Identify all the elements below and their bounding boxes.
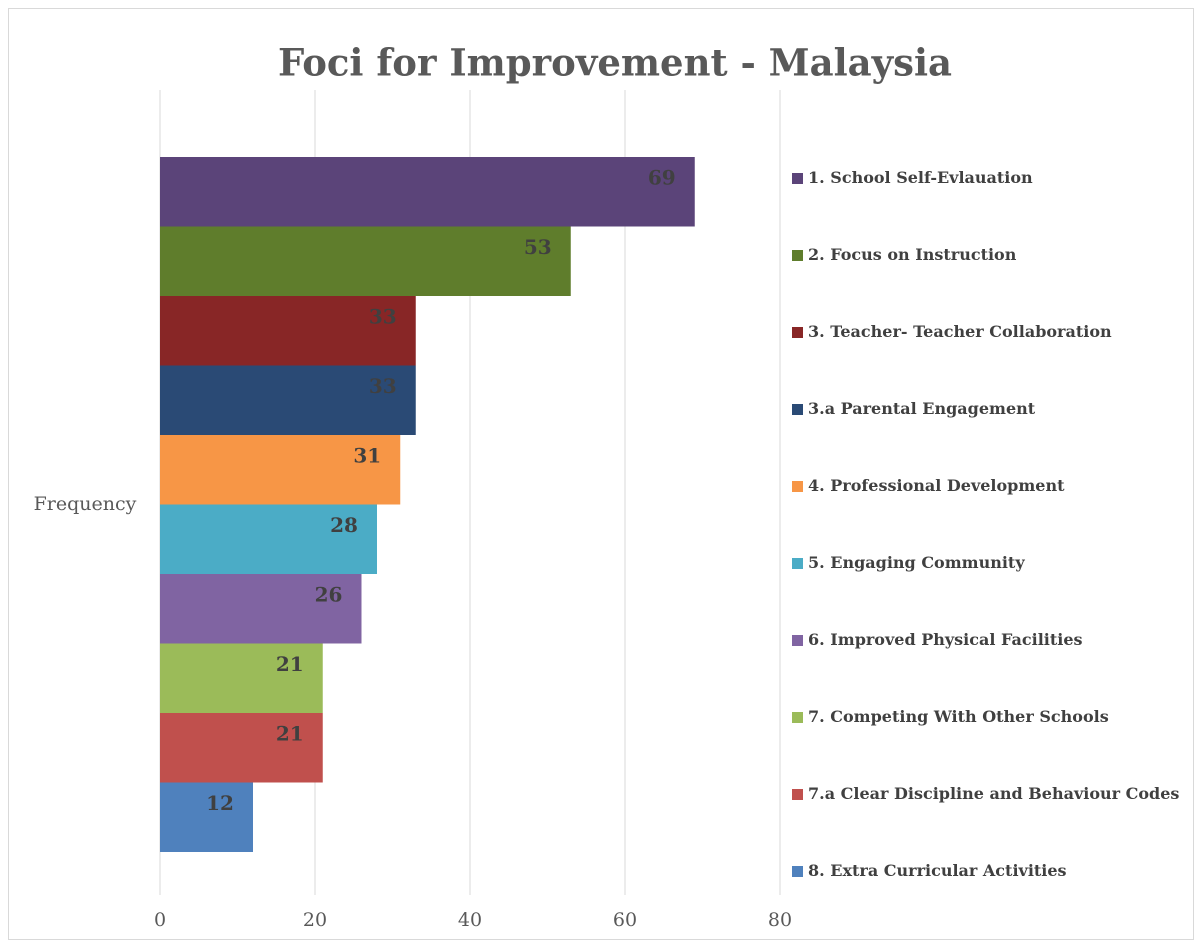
legend-label: 5. Engaging Community [808,553,1025,572]
bar [160,226,571,296]
bar [160,435,401,505]
legend-swatch [792,635,803,646]
data-label: 26 [315,583,343,607]
bar [160,782,253,852]
bar [160,574,362,644]
legend-label: 6. Improved Physical Facilities [808,630,1083,649]
x-tick-label: 80 [768,909,792,931]
legend-swatch [792,481,803,492]
legend-label: 8. Extra Curricular Activities [808,861,1067,880]
legend-label: 1. School Self-Evlauation [808,168,1033,187]
x-tick-label: 40 [458,909,482,931]
x-tick-label: 60 [613,909,637,931]
legend-label: 7. Competing With Other Schools [808,707,1109,726]
data-label: 33 [369,305,397,329]
legend-label: 7.a Clear Discipline and Behaviour Codes [808,784,1180,803]
data-label: 21 [276,652,304,676]
legend-swatch [792,789,803,800]
x-tick-label: 0 [154,909,166,931]
legend-swatch [792,712,803,723]
legend-label: 2. Focus on Instruction [808,245,1017,264]
bar [160,296,416,366]
legend-swatch [792,250,803,261]
bar [160,365,416,435]
bar [160,643,323,713]
data-label: 53 [524,235,552,259]
legend-swatch [792,327,803,338]
data-label: 12 [206,791,234,815]
legend-swatch [792,173,803,184]
bar [160,157,695,227]
data-label: 21 [276,722,304,746]
data-label: 69 [648,166,676,190]
legend-label: 4. Professional Development [808,476,1065,495]
chart-title: Foci for Improvement - Malaysia [278,41,952,85]
legend-label: 3. Teacher- Teacher Collaboration [808,322,1112,341]
category-label: Frequency [34,493,137,515]
data-label: 28 [330,513,358,537]
legend-swatch [792,558,803,569]
bar [160,713,323,783]
x-tick-label: 20 [303,909,327,931]
legend-swatch [792,404,803,415]
data-label: 33 [369,374,397,398]
bar [160,504,377,574]
legend-swatch [792,866,803,877]
data-label: 31 [353,444,381,468]
legend-label: 3.a Parental Engagement [808,399,1036,418]
